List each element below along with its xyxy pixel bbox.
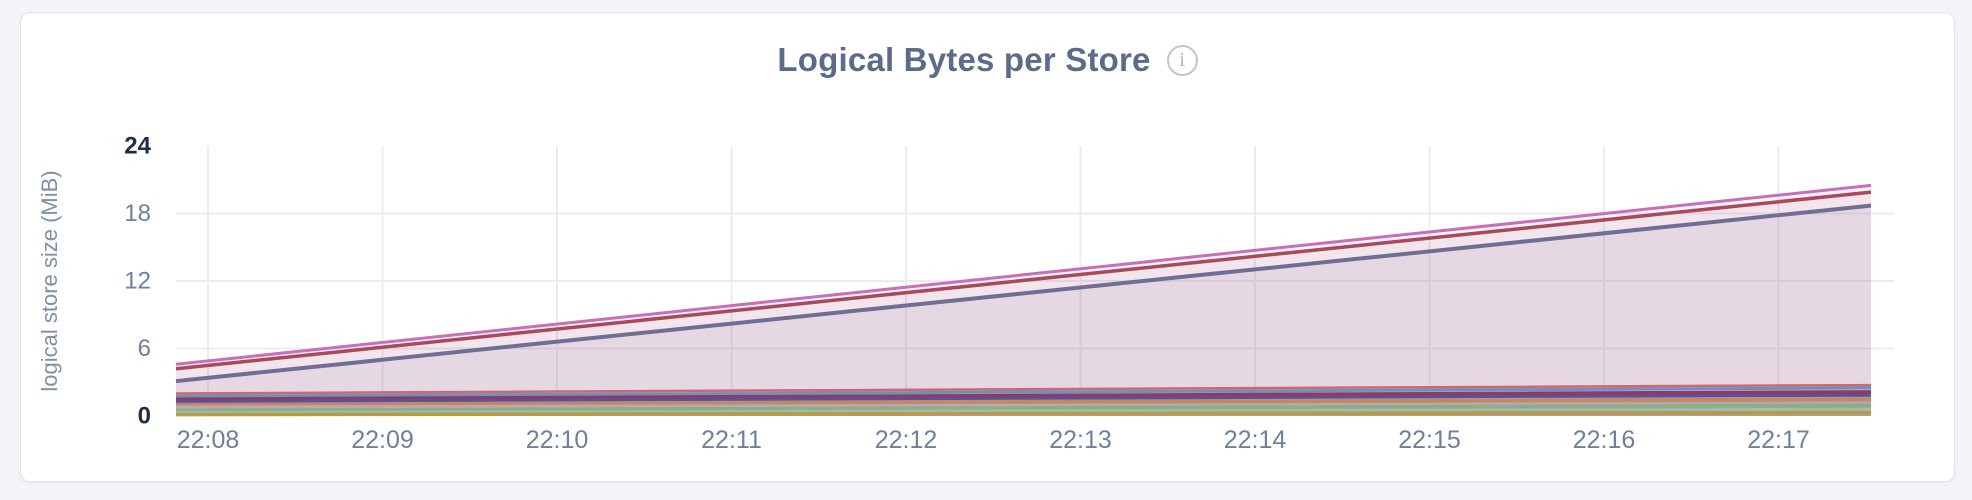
chart-panel: Logical Bytes per Store i 22:08 22:09 22:1… (20, 12, 1955, 482)
y-tick-label: 0 (138, 403, 151, 430)
series-12-line (175, 410, 1872, 417)
x-tick-label: 22:14 (1224, 426, 1287, 454)
series-1-line (175, 183, 1872, 366)
x-tick-label: 22:13 (1049, 426, 1112, 454)
series-11-line (175, 407, 1872, 415)
y-tick-label: 24 (124, 133, 151, 160)
y-tick-label: 6 (138, 335, 151, 362)
series-1-area (176, 185, 1871, 416)
y-axis-label: logical store size (MiB) (37, 170, 62, 391)
chart-area[interactable]: 22:08 22:09 22:10 22:11 22:12 22:13 22:14 22:15… (21, 13, 1954, 481)
x-tick-label: 22:11 (701, 426, 762, 454)
y-tick-label: 18 (124, 200, 151, 227)
info-icon[interactable]: i (1166, 44, 1198, 76)
series-3-line (175, 203, 1872, 384)
x-tick-label: 22:15 (1398, 426, 1461, 454)
x-tick-label: 22:17 (1747, 426, 1810, 454)
series-7-line (175, 393, 1872, 403)
chart-header: Logical Bytes per Store i (21, 41, 1954, 79)
series-3-area (176, 205, 1871, 416)
x-tick-label: 22:10 (526, 426, 589, 454)
info-icon-glyph: i (1179, 49, 1185, 71)
series-5-line (175, 386, 1872, 398)
series-10-line (175, 403, 1872, 413)
x-tick-label: 22:08 (177, 426, 240, 454)
series-4-line (175, 383, 1872, 395)
x-tick-label: 22:16 (1573, 426, 1636, 454)
logical-bytes-chart[interactable]: 22:08 22:09 22:10 22:11 22:12 22:13 22:14 22:15… (21, 13, 1956, 483)
series-2-line (175, 190, 1872, 371)
x-tick-label: 22:09 (351, 426, 414, 454)
series-8-line (175, 397, 1872, 407)
chart-title: Logical Bytes per Store (777, 41, 1151, 78)
series-6-line (175, 390, 1872, 402)
x-tick-label: 22:12 (875, 426, 938, 454)
y-tick-label: 12 (124, 268, 151, 295)
series-9-line (175, 402, 1872, 409)
